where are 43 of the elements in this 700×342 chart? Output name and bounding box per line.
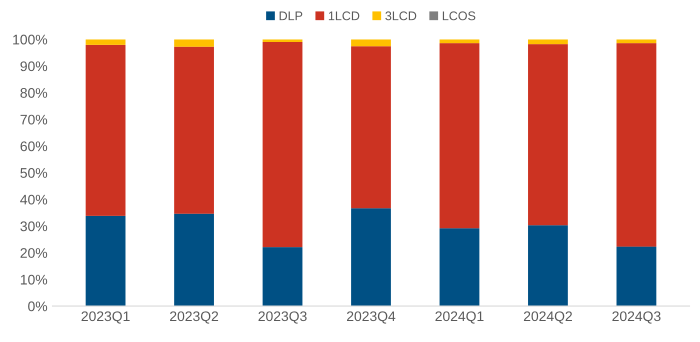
y-tick-label: 100%	[13, 34, 48, 44]
bar	[262, 42, 302, 248]
bar	[528, 44, 568, 226]
bar	[174, 39, 214, 47]
x-tick-label: 2023Q2	[170, 311, 218, 324]
bar	[616, 246, 656, 306]
bar	[440, 43, 480, 228]
bar	[440, 228, 480, 306]
bar	[616, 39, 656, 44]
y-tick-label: 0%	[28, 301, 48, 312]
bar	[262, 39, 302, 42]
y-tick-label: 30%	[20, 221, 48, 232]
y-tick-label: 10%	[20, 274, 48, 285]
y-tick-label: 60%	[20, 141, 48, 152]
bar	[528, 225, 568, 306]
legend-label: DLP	[280, 12, 302, 20]
y-tick-label: 20%	[20, 248, 48, 258]
y-tick-label: 90%	[20, 61, 48, 72]
x-tick-label: 2024Q1	[435, 311, 484, 324]
bar	[351, 39, 391, 46]
bar	[440, 39, 480, 44]
bar	[86, 216, 126, 306]
x-tick-label: 2023Q3	[258, 311, 307, 324]
legend-label: 3LCD	[385, 11, 416, 20]
bar	[174, 214, 214, 306]
x-tick-label: 2024Q3	[612, 311, 661, 324]
bar	[616, 43, 656, 247]
y-tick-label: 70%	[20, 114, 48, 125]
bar	[528, 39, 568, 44]
bar	[174, 46, 214, 214]
legend-label: 1LCD	[328, 11, 360, 20]
legend-label: LCOS	[442, 11, 476, 20]
bar	[86, 44, 126, 216]
bar	[86, 39, 126, 45]
x-tick-label: 2023Q1	[82, 311, 130, 324]
bar	[262, 247, 302, 306]
bar	[351, 208, 391, 306]
x-tick-label: 2023Q4	[346, 311, 396, 324]
y-tick-label: 50%	[20, 168, 48, 178]
y-tick-label: 40%	[20, 194, 48, 205]
y-tick-label: 80%	[20, 88, 48, 98]
x-tick-label: 2024Q2	[524, 311, 572, 324]
bar	[351, 46, 391, 208]
